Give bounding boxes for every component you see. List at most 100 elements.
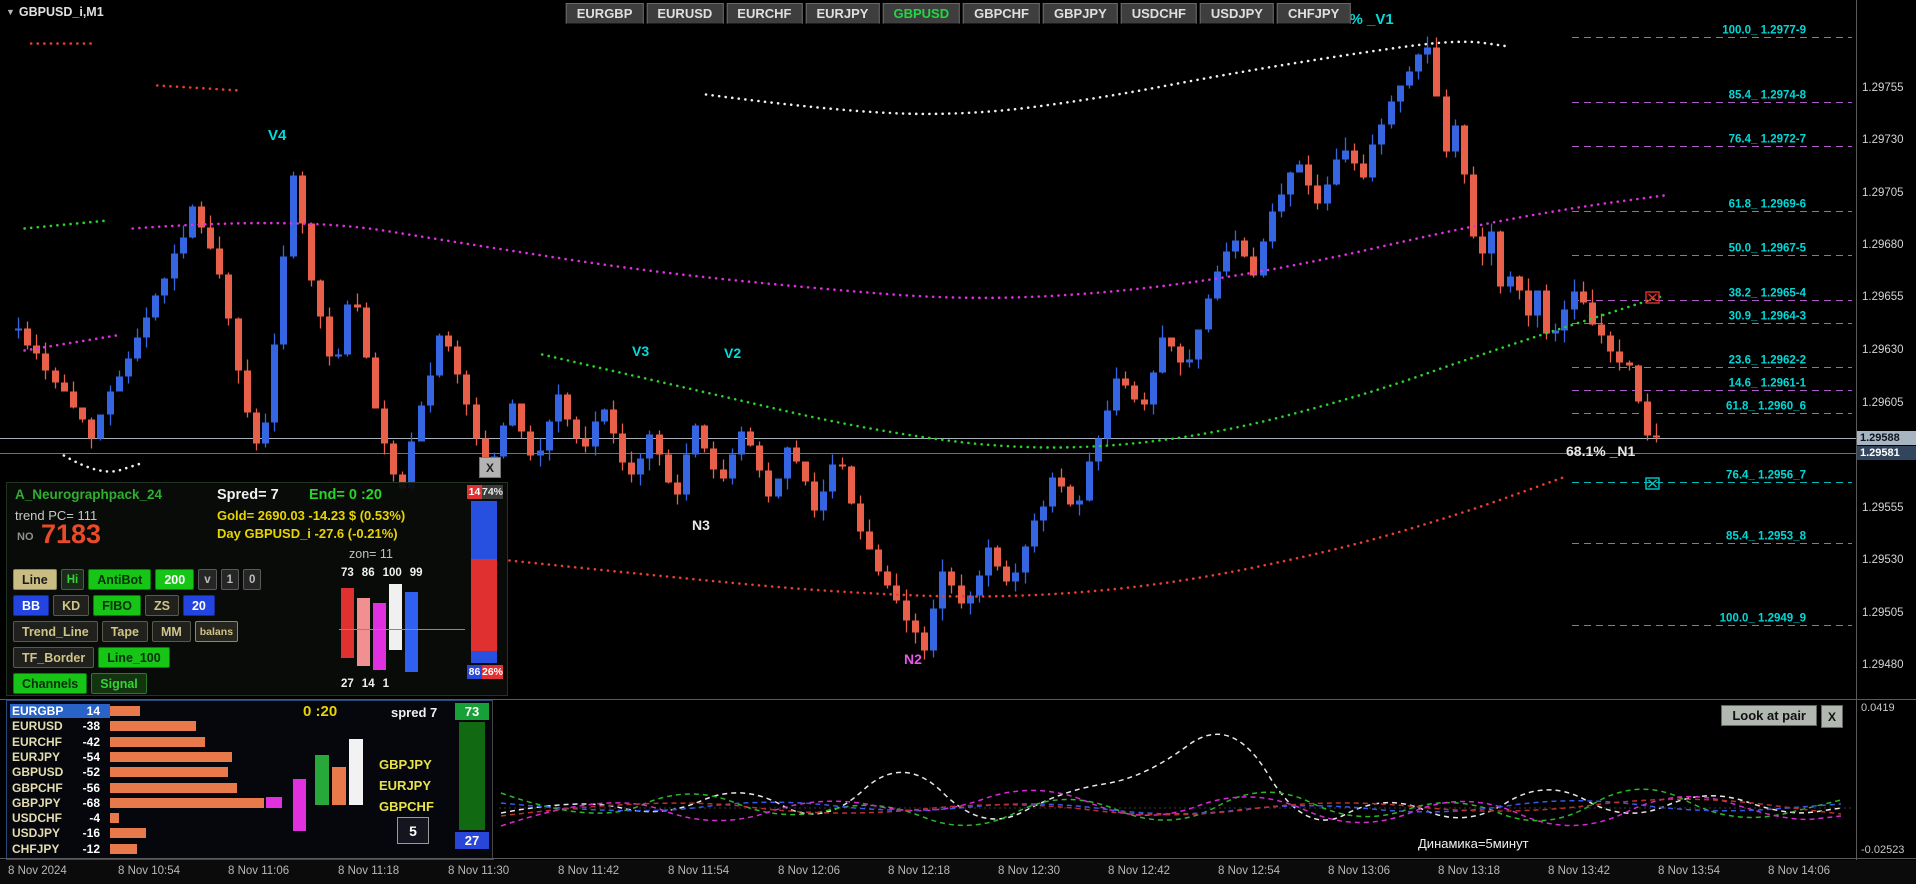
strength-row-eurgbp: EURGBP 14 <box>10 704 140 718</box>
ma-green <box>540 294 1666 449</box>
mini-bar <box>349 739 363 805</box>
candle-body <box>1223 251 1230 272</box>
neuro-button-channels[interactable]: Channels <box>13 673 88 694</box>
neuro-button-line_100[interactable]: Line_100 <box>98 647 170 668</box>
center-pair-label: GBPCHF <box>379 799 434 814</box>
pair-value: 14 <box>86 704 100 718</box>
neuro-button-20[interactable]: 20 <box>182 595 215 616</box>
osc-red <box>500 798 1842 817</box>
fib-label[interactable]: 100.0_ 1.2949_9 <box>1720 613 1806 625</box>
neuro-trend-label: trend PC= 111 <box>15 508 98 523</box>
ma-magenta <box>131 194 1666 300</box>
neuro-button-fibo[interactable]: FIBO <box>93 595 141 616</box>
neuro-button-tape[interactable]: Tape <box>101 621 148 642</box>
pair-tab-gbpjpy[interactable]: GBPJPY <box>1043 3 1118 24</box>
look-at-pair-button[interactable]: Look at pair <box>1721 705 1817 726</box>
neuro-button-1[interactable]: 1 <box>220 569 239 590</box>
oscillator-pane: Look at pair X Динамика=5минут <box>492 700 1857 858</box>
oscillator-close-button[interactable]: X <box>1821 705 1843 728</box>
candle-body <box>189 206 196 238</box>
neuro-button-line[interactable]: Line <box>13 569 57 590</box>
timeline-label: 8 Nov 12:42 <box>1108 865 1171 877</box>
candle-body <box>912 620 919 633</box>
price-axis-label: 1.29480 <box>1862 658 1904 671</box>
candle-body <box>994 547 1001 567</box>
pair-tab-gbpchf[interactable]: GBPCHF <box>963 3 1040 24</box>
neuro-close-button[interactable]: X <box>479 457 501 478</box>
timeline-label: 8 Nov 12:18 <box>888 865 951 877</box>
pair-tab-eurchf[interactable]: EURCHF <box>726 3 803 24</box>
fib-label[interactable]: 85.4_ 1.2953_8 <box>1726 531 1807 543</box>
neuro-button-zs[interactable]: ZS <box>144 595 179 616</box>
chart-dropdown-icon[interactable]: ▼ <box>6 7 15 17</box>
currency-strength-panel: EURGBP 14 EURUSD -38 EURCHF -42 EURJPY -54 GBPUS… <box>6 700 494 860</box>
neuro-button-bb[interactable]: BB <box>13 595 50 616</box>
pair-tab-eurusd[interactable]: EURUSD <box>646 3 724 24</box>
fib-label[interactable]: 85.4_ 1.2974-8 <box>1729 90 1807 102</box>
timeline[interactable]: 8 Nov 2024 8 Nov 10:54 8 Nov 11:06 8 Nov 11… <box>0 860 1916 884</box>
pair-tab-eurgbp[interactable]: EURGBP <box>565 3 644 24</box>
pair-tab-usdjpy[interactable]: USDJPY <box>1199 3 1274 24</box>
price-axis-label: 1.29605 <box>1862 396 1904 409</box>
hist-top-value: 86 <box>361 567 375 579</box>
fib-label[interactable]: 100.0_ 1.2977-9 <box>1722 25 1806 37</box>
osc-magenta <box>500 789 1842 827</box>
candle-body <box>665 454 672 483</box>
fib-label[interactable]: 61.8_ 1.2969-6 <box>1729 199 1806 211</box>
fib-label[interactable]: 38.2_ 1.2965-4 <box>1729 288 1807 300</box>
candle-body <box>610 409 617 434</box>
candle-body <box>308 223 315 281</box>
pair-value: -38 <box>82 719 100 734</box>
candle-body <box>1314 185 1321 204</box>
pair-tab-gbpusd[interactable]: GBPUSD <box>882 3 961 24</box>
strength-green-bar <box>459 722 485 830</box>
candle-body <box>1470 174 1477 237</box>
neuro-button-v[interactable]: v <box>198 569 217 590</box>
candle-body <box>1342 150 1349 160</box>
mini-bar <box>315 755 329 805</box>
red-box-icon[interactable] <box>1645 291 1660 304</box>
pair-value: -68 <box>82 795 100 810</box>
fib-label[interactable]: 23.6_ 1.2962-2 <box>1729 355 1806 367</box>
pair-tab-usdchf[interactable]: USDCHF <box>1120 3 1197 24</box>
neuro-button-balans[interactable]: balans <box>194 621 239 642</box>
neuro-percent-column: 14 74% 86 26% <box>467 485 503 679</box>
column-top-right: 74% <box>481 485 503 499</box>
candle-body <box>1324 184 1331 204</box>
pair-tab-eurjpy[interactable]: EURJPY <box>805 3 880 24</box>
candle-body <box>1296 164 1303 173</box>
candle-body <box>1067 486 1074 505</box>
neuro-button-200[interactable]: 200 <box>155 569 195 590</box>
neuro-button-0[interactable]: 0 <box>243 569 262 590</box>
neuro-button-antibot[interactable]: AntiBot <box>88 569 152 590</box>
candle-body <box>1351 150 1358 164</box>
fib-label[interactable]: 61.8_ 1.2960_6 <box>1726 401 1806 413</box>
neuro-button-tf_border[interactable]: TF_Border <box>13 647 95 668</box>
fib-label[interactable]: 76.4_ 1.2956_7 <box>1726 470 1806 482</box>
neuro-button-mm[interactable]: MM <box>151 621 191 642</box>
candle-body <box>848 466 855 504</box>
fib-label[interactable]: 30.9_ 1.2964-3 <box>1729 311 1806 323</box>
fib-label[interactable]: 14.6_ 1.2961-1 <box>1729 378 1807 390</box>
timeline-label: 8 Nov 12:30 <box>998 865 1061 877</box>
candle-body <box>1406 71 1413 86</box>
candle-body <box>1626 362 1633 366</box>
strength-row-eurusd: EURUSD -38 <box>10 719 196 733</box>
candle-body <box>573 419 580 439</box>
candle-body <box>1589 302 1596 325</box>
chart-label: N3 <box>692 517 710 533</box>
candle-body <box>116 376 123 392</box>
candle-body <box>1131 385 1138 400</box>
neuro-button-kd[interactable]: KD <box>53 595 90 616</box>
strength-top-badge: 73 <box>455 703 489 720</box>
price-axis-label: 1.29730 <box>1862 133 1904 146</box>
neuro-button-hi[interactable]: Hi <box>60 569 85 590</box>
cyan-box-icon[interactable] <box>1645 477 1660 490</box>
neuro-button-trend_line[interactable]: Trend_Line <box>13 621 98 642</box>
pair-tab-chfjpy[interactable]: CHFJPY <box>1276 3 1351 24</box>
fib-label[interactable]: 50.0_ 1.2967-5 <box>1729 243 1807 255</box>
neuro-button-signal[interactable]: Signal <box>91 673 147 694</box>
fib-label[interactable]: 76.4_ 1.2972-7 <box>1729 134 1806 146</box>
candle-body <box>1186 359 1193 363</box>
horizontal-splitter[interactable] <box>0 699 1916 700</box>
